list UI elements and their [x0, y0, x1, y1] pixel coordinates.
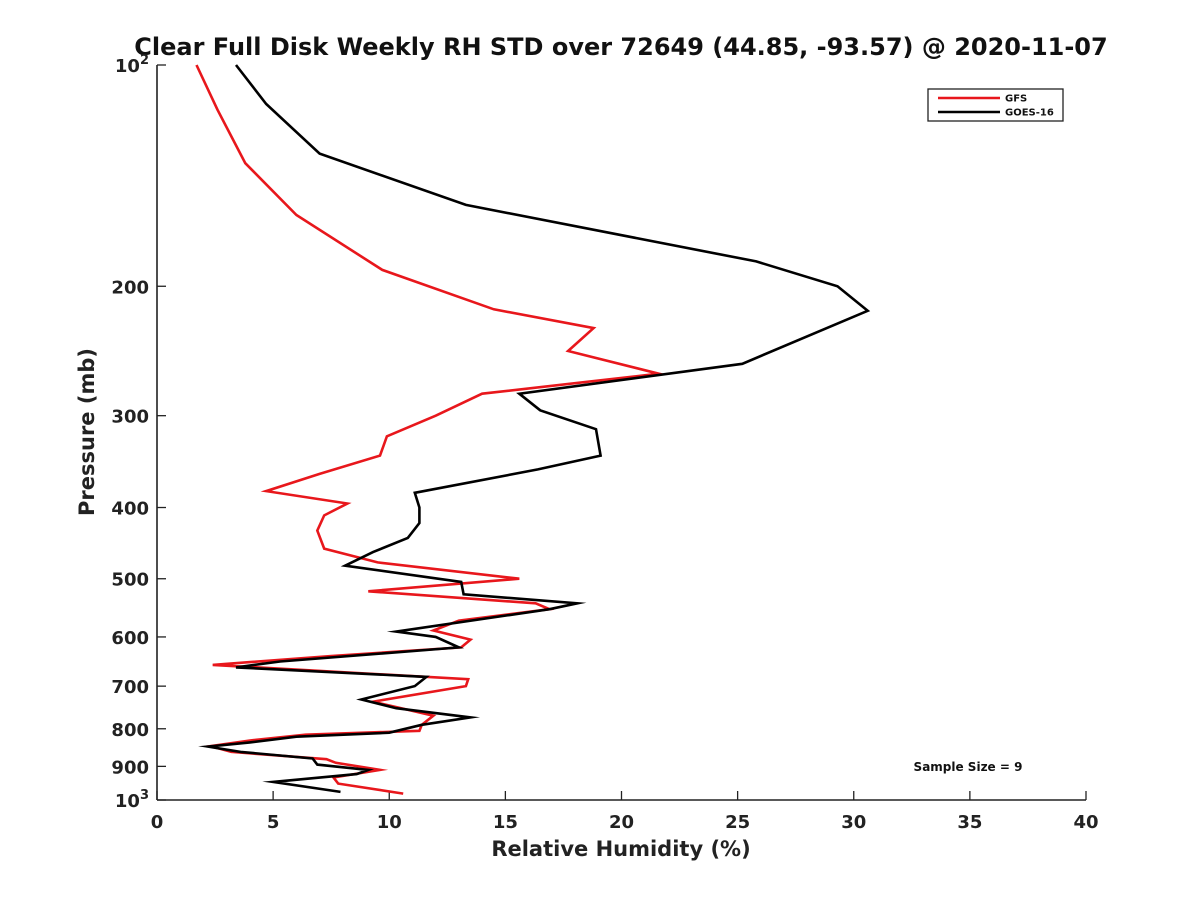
y-axis-label: Pressure (mb): [75, 348, 99, 516]
y-tick-label: 700: [111, 677, 149, 698]
x-tick-label: 0: [151, 812, 164, 833]
y-tick-label: 600: [111, 628, 149, 649]
x-axis-label: Relative Humidity (%): [491, 837, 750, 861]
x-tick-label: 10: [377, 812, 402, 833]
y-axis-ticks: 102 200 300 400 500 600 700 800 900 103: [111, 53, 166, 812]
x-tick-label: 20: [609, 812, 634, 833]
x-tick-label: 30: [841, 812, 866, 833]
y-tick-label: 400: [111, 499, 149, 520]
sample-size-note: Sample Size = 9: [914, 760, 1023, 774]
series-line-gfs: [195, 64, 666, 795]
legend-label: GOES-16: [1005, 108, 1054, 119]
legend-box: [927, 88, 1064, 122]
y-tick-label: 500: [111, 570, 149, 591]
series-line-goes-16: [198, 64, 871, 794]
y-tick-label: 103: [115, 788, 149, 812]
x-tick-label: 40: [1073, 812, 1098, 833]
y-tick-label: 900: [111, 757, 149, 778]
x-tick-label: 5: [267, 812, 280, 833]
legend: GFS GOES-16: [927, 88, 1064, 122]
y-tick-label: 800: [111, 720, 149, 741]
y-tick-label: 200: [111, 277, 149, 298]
x-axis-ticks: 0 5 10 15 20 25 30 35 40: [151, 791, 1099, 833]
y-tick-label: 102: [115, 53, 149, 77]
chart-title: Clear Full Disk Weekly RH STD over 72649…: [134, 33, 1107, 61]
series-layer: [195, 64, 871, 795]
x-tick-label: 35: [957, 812, 982, 833]
y-tick-label: 300: [111, 407, 149, 428]
x-tick-label: 25: [725, 812, 750, 833]
legend-label: GFS: [1005, 94, 1027, 105]
x-tick-label: 15: [493, 812, 518, 833]
